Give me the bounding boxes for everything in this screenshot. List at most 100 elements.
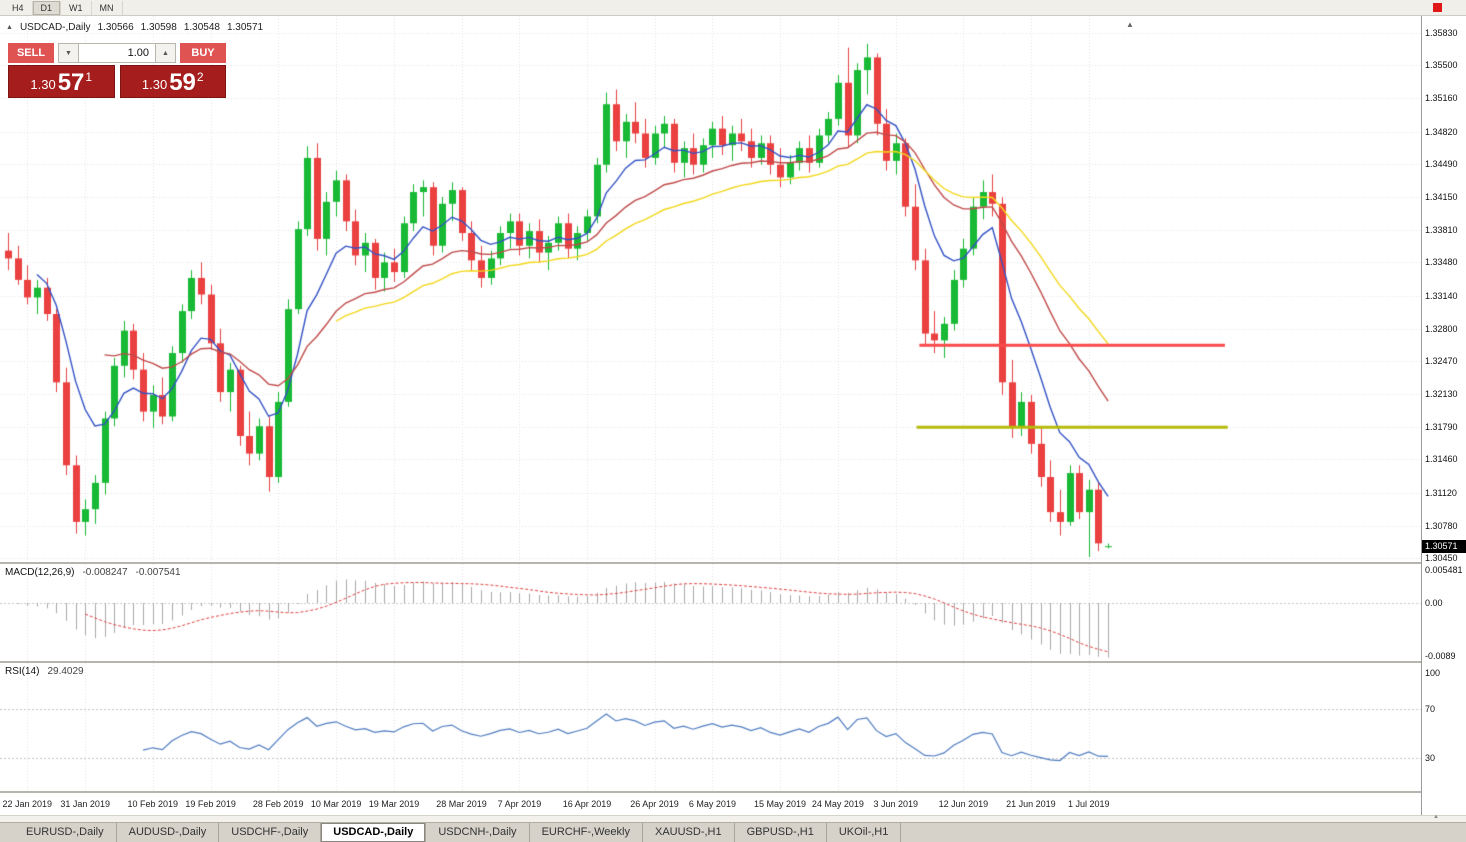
price-axis-label: 1.34820 bbox=[1425, 126, 1458, 137]
ohlc-low: 1.30548 bbox=[183, 22, 220, 33]
timeframe-mn-button[interactable]: MN bbox=[92, 0, 123, 15]
price-axis-label: 1.35830 bbox=[1425, 28, 1458, 38]
price-axis-label: 1.31790 bbox=[1425, 422, 1458, 433]
chart-tab[interactable]: EURUSD-,Daily bbox=[14, 823, 117, 842]
rsi-indicator-pane: RSI(14) 29.4029 bbox=[0, 663, 1421, 791]
date-axis-label: 1 Jul 2019 bbox=[1068, 799, 1110, 809]
price-axis-label: 1.32130 bbox=[1425, 389, 1458, 400]
price-axis-label: 1.32800 bbox=[1425, 323, 1458, 334]
chart-tab[interactable]: AUDUSD-,Daily bbox=[117, 823, 220, 842]
price-axis-label: 1.30780 bbox=[1425, 520, 1458, 531]
date-axis-label: 22 Jan 2019 bbox=[2, 799, 53, 809]
main-chart-pane: ▲ USDCAD-,Daily 1.30566 1.30598 1.30548 … bbox=[0, 16, 1421, 562]
price-axis[interactable]: 1.30571 1.35830 1.35500 1.35160 1.34820 1.34… bbox=[1421, 16, 1466, 815]
macd-value-label: -0.008247 bbox=[82, 567, 128, 578]
volume-input[interactable] bbox=[79, 43, 155, 63]
buy-price-figure: 1.30 bbox=[141, 77, 168, 92]
chart-tab[interactable]: XAUUSD-,H1 bbox=[643, 823, 735, 842]
time-axis[interactable]: 22 Jan 2019 31 Jan 2019 10 Feb 2019 19 Feb … bbox=[0, 793, 1421, 815]
macd-axis-label: -0.0089 bbox=[1425, 651, 1456, 662]
price-chart-canvas[interactable] bbox=[0, 16, 1421, 562]
current-price-badge: 1.30571 bbox=[1422, 540, 1466, 553]
date-axis-label: 10 Mar 2019 bbox=[310, 799, 362, 809]
date-axis-label: 15 May 2019 bbox=[753, 799, 807, 809]
sell-button[interactable]: SELL bbox=[8, 43, 54, 63]
date-axis-label: 6 May 2019 bbox=[688, 799, 736, 809]
chart-tab[interactable]: EURCHF-,Weekly bbox=[530, 823, 643, 842]
chart-tab[interactable]: GBPUSD-,H1 bbox=[735, 823, 827, 842]
sell-price-pipette: 1 bbox=[85, 70, 93, 84]
date-axis-label: 12 Jun 2019 bbox=[938, 799, 989, 809]
rsi-name-label: RSI(14) bbox=[5, 666, 40, 677]
timeframe-toolbar: H4 D1 W1 MN bbox=[0, 0, 1466, 16]
macd-axis-label: 0.005481 bbox=[1425, 565, 1463, 576]
price-axis-label: 1.34150 bbox=[1425, 191, 1458, 202]
macd-indicator-pane: MACD(12,26,9) -0.008247 -0.007541 bbox=[0, 564, 1421, 661]
date-axis-label: 7 Apr 2019 bbox=[497, 799, 542, 809]
chart-tabs-bar: EURUSD-,Daily AUDUSD-,Daily USDCHF-,Daily U… bbox=[0, 822, 1466, 842]
scroll-end-icon[interactable]: ▲ bbox=[1433, 814, 1439, 820]
date-axis-label: 26 Apr 2019 bbox=[630, 799, 679, 809]
rsi-value-label: 29.4029 bbox=[47, 666, 84, 677]
date-axis-label: 28 Feb 2019 bbox=[252, 799, 304, 809]
sell-price-figure: 1.30 bbox=[30, 77, 56, 92]
macd-signal-label: -0.007541 bbox=[135, 567, 181, 578]
date-axis-label: 31 Jan 2019 bbox=[60, 799, 110, 809]
price-axis-label: 1.31120 bbox=[1425, 487, 1457, 498]
rsi-canvas[interactable] bbox=[0, 663, 1421, 791]
horizontal-scroll-strip[interactable]: ▲ bbox=[0, 814, 1466, 823]
date-axis-label: 16 Apr 2019 bbox=[562, 799, 612, 809]
rsi-title: RSI(14) 29.4029 bbox=[5, 666, 84, 677]
chart-tab[interactable]: USDCHF-,Daily bbox=[219, 823, 322, 842]
date-axis-label: 28 Mar 2019 bbox=[436, 799, 487, 809]
price-axis-label: 1.35500 bbox=[1425, 60, 1458, 71]
price-axis-label: 1.30450 bbox=[1425, 553, 1458, 563]
chart-header: ▲ USDCAD-,Daily 1.30566 1.30598 1.30548 … bbox=[6, 22, 263, 33]
pane-splitter[interactable] bbox=[0, 791, 1466, 793]
chart-shift-marker-icon[interactable]: ▲ bbox=[1126, 20, 1134, 29]
timeframe-h4-button[interactable]: H4 bbox=[4, 0, 33, 15]
chart-tab[interactable]: USDCNH-,Daily bbox=[426, 823, 530, 842]
date-axis-label: 19 Mar 2019 bbox=[368, 799, 420, 809]
chart-tab[interactable]: USDCAD-,Daily bbox=[321, 823, 427, 842]
price-axis-label: 1.33140 bbox=[1425, 290, 1458, 301]
sell-price-display[interactable]: 1.30 57 1 bbox=[8, 65, 115, 98]
chart-symbol-label: USDCAD-,Daily bbox=[19, 22, 91, 33]
ohlc-high: 1.30598 bbox=[140, 22, 177, 33]
price-axis-label: 1.35160 bbox=[1425, 93, 1458, 104]
price-axis-label: 1.31460 bbox=[1425, 454, 1458, 465]
volume-up-button[interactable]: ▲ bbox=[155, 43, 176, 63]
timeframe-w1-button[interactable]: W1 bbox=[61, 0, 92, 15]
buy-button[interactable]: BUY bbox=[180, 43, 226, 63]
date-axis-label: 19 Feb 2019 bbox=[185, 799, 236, 809]
red-status-square-icon bbox=[1433, 3, 1442, 12]
buy-price-display[interactable]: 1.30 59 2 bbox=[119, 65, 226, 98]
macd-axis-label: 0.00 bbox=[1425, 598, 1443, 608]
macd-canvas[interactable] bbox=[0, 564, 1421, 661]
price-axis-label: 1.32470 bbox=[1425, 355, 1458, 366]
ohlc-open: 1.30566 bbox=[97, 22, 134, 33]
price-axis-label: 1.34490 bbox=[1425, 158, 1458, 169]
macd-title: MACD(12,26,9) -0.008247 -0.007541 bbox=[5, 567, 181, 578]
price-axis-label: 1.33480 bbox=[1425, 257, 1458, 268]
pane-splitter[interactable] bbox=[0, 661, 1466, 663]
sell-price-pips: 57 bbox=[57, 69, 85, 96]
chart-tab[interactable]: UKOil-,H1 bbox=[827, 823, 902, 842]
macd-name-label: MACD(12,26,9) bbox=[5, 567, 75, 578]
rsi-axis-label: 70 bbox=[1425, 704, 1436, 715]
chart-marker-icon: ▲ bbox=[6, 24, 13, 31]
ohlc-close: 1.30571 bbox=[226, 22, 264, 33]
date-axis-label: 10 Feb 2019 bbox=[127, 799, 179, 809]
buy-price-pips: 59 bbox=[169, 69, 196, 96]
volume-down-button[interactable]: ▼ bbox=[58, 43, 79, 63]
buy-price-pipette: 2 bbox=[196, 70, 204, 84]
pane-splitter[interactable] bbox=[0, 562, 1466, 564]
timeframe-d1-button[interactable]: D1 bbox=[32, 0, 62, 15]
date-axis-label: 24 May 2019 bbox=[811, 799, 864, 809]
price-axis-label: 1.33810 bbox=[1425, 225, 1458, 236]
date-axis-label: 3 Jun 2019 bbox=[873, 799, 919, 809]
date-axis-label: 21 Jun 2019 bbox=[1006, 799, 1056, 809]
rsi-axis-label: 100 bbox=[1425, 668, 1441, 678]
